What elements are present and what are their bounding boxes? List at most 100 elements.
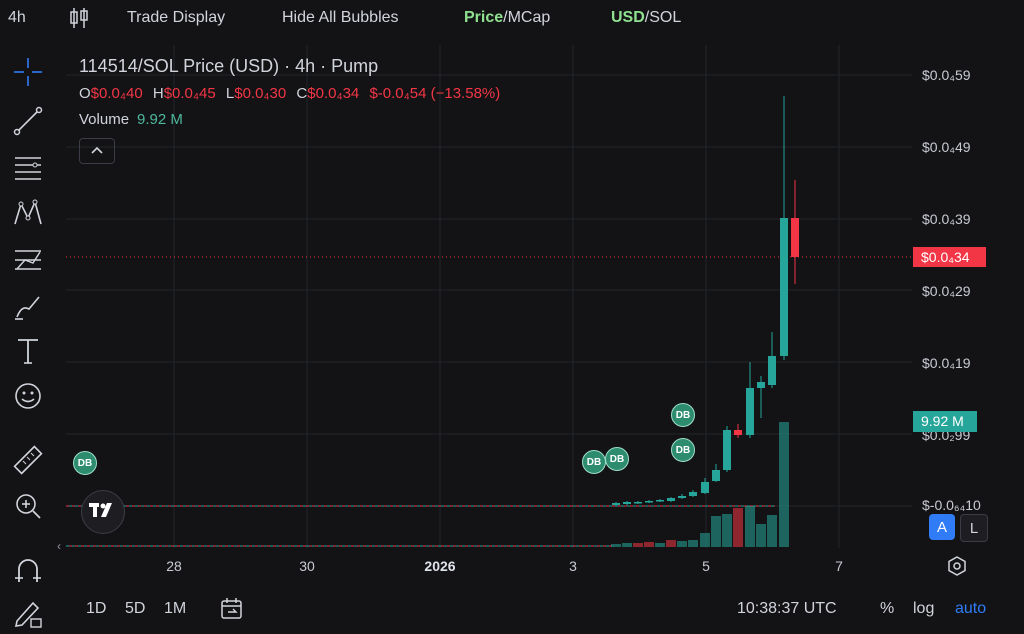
auto-scale-button[interactable]: A <box>929 514 955 540</box>
auto-button[interactable]: auto <box>955 600 987 617</box>
db-bubble[interactable]: DB <box>671 438 695 462</box>
candle-body <box>634 502 642 504</box>
brush-icon <box>11 289 45 328</box>
price-mcap-toggle[interactable]: Price/MCap <box>464 9 550 27</box>
db-bubble[interactable]: DB <box>671 403 695 427</box>
y-tick-label: $-0.0₆₄10 <box>922 497 981 513</box>
candle-type-icon[interactable] <box>68 6 90 35</box>
range-1d-button[interactable]: 1D <box>86 600 107 617</box>
log-scale-button[interactable]: log <box>913 600 935 617</box>
candle-body <box>678 496 686 498</box>
usd-sol-toggle[interactable]: USD/SOL <box>611 9 681 27</box>
db-bubble[interactable]: DB <box>605 447 629 471</box>
chart-title: 114514/SOL Price (USD) · 4h · Pump <box>79 56 379 76</box>
candle-body <box>768 356 776 385</box>
volume-bar <box>779 422 789 547</box>
ruler-icon <box>11 443 45 482</box>
high-value: $0.0₄45 <box>163 85 216 102</box>
ruler-tool[interactable] <box>10 444 46 480</box>
brush-tool[interactable] <box>10 290 46 326</box>
scroll-left-icon: ‹ <box>57 539 61 553</box>
date-range-icon[interactable] <box>219 596 245 627</box>
x-tick-label: 3 <box>569 558 577 574</box>
change-value: $-0.0₄54 (−13.58%) <box>369 85 501 102</box>
tradingview-logo[interactable] <box>81 490 125 534</box>
hide-bubbles-button[interactable]: Hide All Bubbles <box>282 9 399 26</box>
pattern-icon <box>11 196 45 235</box>
close-label: C <box>296 85 308 102</box>
volume-bar <box>745 506 755 547</box>
candle-body <box>723 430 731 470</box>
magnet-icon <box>11 554 45 593</box>
candle-body <box>645 501 653 503</box>
candle-body <box>712 470 720 481</box>
y-tick-label: $0.0₄49 <box>922 139 971 155</box>
volume-bar <box>622 543 632 547</box>
magnet-tool[interactable] <box>10 555 46 591</box>
candle-body <box>612 503 620 505</box>
lock-draw-tool[interactable] <box>10 596 46 632</box>
volume-bar <box>611 544 621 547</box>
price-option[interactable]: Price <box>464 9 504 26</box>
settings-icon[interactable] <box>946 555 968 582</box>
volume-bar <box>767 515 777 547</box>
candle-body <box>780 218 788 356</box>
low-label: L <box>225 85 235 102</box>
high-label: H <box>152 85 164 102</box>
open-value: $0.0₄40 <box>90 85 143 102</box>
candles <box>612 96 799 506</box>
utc-clock[interactable]: 10:38:37 UTC <box>737 600 837 617</box>
tv-logo-icon <box>89 502 117 522</box>
x-tick-label: 5 <box>702 558 710 574</box>
volume-bar <box>644 542 654 547</box>
top-toolbar: 4h Trade Display Hide All Bubbles Price/… <box>0 0 1024 36</box>
x-tick-label: 28 <box>166 558 182 574</box>
crosshair-icon <box>11 55 45 94</box>
trend-line-tool[interactable] <box>10 105 46 141</box>
volume-bar <box>700 533 710 547</box>
candle-body <box>791 218 799 257</box>
volume-legend: Volume 9.92 M <box>79 111 183 128</box>
emoji-tool[interactable] <box>10 380 46 416</box>
percent-scale-button[interactable]: % <box>880 600 895 617</box>
zoom-tool[interactable] <box>10 490 46 526</box>
candle-body <box>701 482 709 493</box>
ohlc-legend: O$0.0₄40 H$0.0₄45 L$0.0₄30 C$0.0₄34 $-0.… <box>79 85 500 102</box>
candle-body <box>689 492 697 496</box>
pattern-tool[interactable] <box>10 197 46 233</box>
volume-bar <box>711 516 721 547</box>
crosshair-tool[interactable] <box>10 56 46 92</box>
trade-display-button[interactable]: Trade Display <box>127 9 226 26</box>
interval-button[interactable]: 4h <box>8 9 26 26</box>
volume-bar <box>733 508 743 547</box>
mcap-option[interactable]: /MCap <box>503 9 551 26</box>
db-bubble[interactable]: DB <box>582 450 606 474</box>
prediction-tool[interactable] <box>10 244 46 280</box>
volume-bar <box>677 541 687 547</box>
text-tool[interactable] <box>10 335 46 371</box>
volume-tag: 9.92 M <box>913 411 977 432</box>
fib-tool[interactable] <box>10 152 46 188</box>
collapse-legend-button[interactable] <box>79 138 115 164</box>
range-1m-button[interactable]: 1M <box>164 600 187 617</box>
emoji-icon <box>11 379 45 418</box>
x-tick-label: 2026 <box>424 558 456 574</box>
volume-bar <box>666 540 676 547</box>
y-tick-label: $0.0₄59 <box>922 67 971 83</box>
candle-body <box>623 502 631 504</box>
volume-label: Volume <box>79 111 130 128</box>
sol-option[interactable]: /SOL <box>644 9 682 26</box>
zoom-icon <box>11 489 45 528</box>
close-value: $0.0₄34 <box>307 85 360 102</box>
volume-bar <box>655 543 665 547</box>
y-tick-label: $0.0₄29 <box>922 283 971 299</box>
low-value: $0.0₄30 <box>234 85 287 102</box>
candle-body <box>656 500 664 502</box>
price-chart[interactable]: ‹ <box>0 0 1024 600</box>
lock-scale-button[interactable]: L <box>960 514 988 542</box>
range-5d-button[interactable]: 5D <box>125 600 146 617</box>
volume-bars <box>611 422 789 547</box>
x-tick-label: 7 <box>835 558 843 574</box>
usd-option[interactable]: USD <box>611 9 645 26</box>
db-bubble[interactable]: DB <box>73 451 97 475</box>
